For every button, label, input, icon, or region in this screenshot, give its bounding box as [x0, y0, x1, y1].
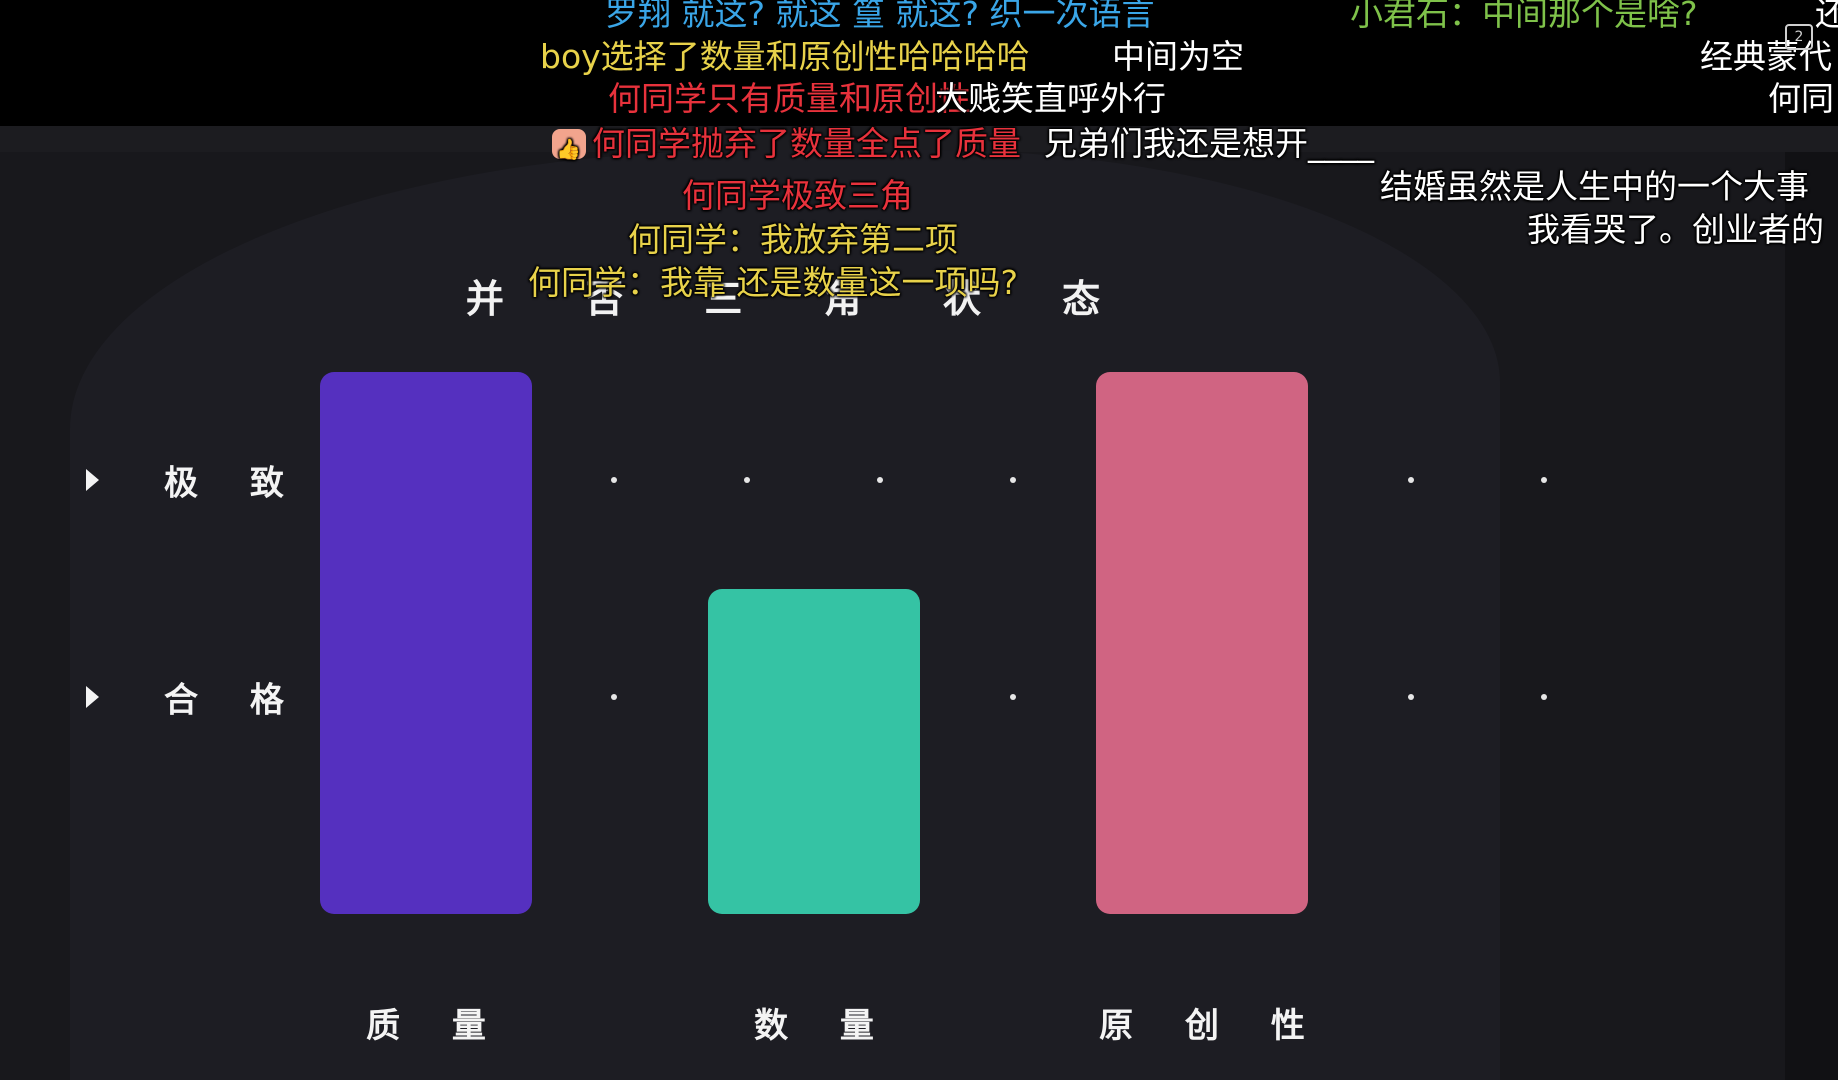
danmaku-comment: 何同学：我靠 还是数量这一项吗? [528, 263, 1018, 303]
grid-dot [611, 477, 617, 484]
danmaku-comment: 何同学：我放弃第二项 [628, 220, 958, 260]
danmaku-comment: 何同学只有质量和原创性 [608, 79, 971, 119]
grid-dot [1408, 694, 1414, 701]
grid-dot [744, 477, 750, 484]
bar-2 [1096, 372, 1308, 914]
danmaku-comment: 经典蒙代 [1700, 37, 1832, 77]
x-tick-label-1: 数 量 [754, 1006, 894, 1046]
grid-dot [1010, 694, 1016, 701]
danmaku-comment: 结婚虽然是人生中的一个大事 [1380, 167, 1809, 207]
danmaku-text: 何同学：我放弃第二项 [628, 220, 958, 259]
bar-0 [320, 372, 532, 914]
danmaku-text: 何同学只有质量和原创性 [608, 79, 971, 118]
danmaku-comment: 还 [1815, 0, 1838, 34]
danmaku-text: 还 [1815, 0, 1838, 33]
danmaku-text: 何同 [1768, 79, 1834, 118]
danmaku-text: 大贱笑直呼外行 [935, 79, 1166, 118]
danmaku-text: 小君石：中间那个是啥? [1350, 0, 1698, 33]
x-tick-label-2: 原 创 性 [1099, 1006, 1325, 1046]
progress-strip [0, 126, 1838, 152]
grid-dot [1408, 477, 1414, 484]
bar-1 [708, 588, 920, 914]
thumbs-up-badge-icon [552, 129, 586, 169]
y-level-marker-1 [86, 469, 99, 492]
x-tick-label-0: 质 量 [366, 1006, 506, 1046]
y-level-marker-0 [86, 686, 99, 709]
danmaku-comment: 兄弟们我还是想开____ [1044, 124, 1374, 164]
grid-dot [611, 694, 617, 701]
danmaku-text: 结婚虽然是人生中的一个大事 [1380, 167, 1809, 206]
grid-dot [1541, 694, 1547, 701]
danmaku-text: 中间为空 [1112, 37, 1244, 76]
danmaku-comment: boy选择了数量和原创性哈哈哈哈 [540, 37, 1030, 77]
danmaku-comment: 我看哭了。创业者的 [1527, 210, 1824, 250]
danmaku-comment: 何同学极致三角 [682, 176, 913, 216]
danmaku-text: 何同学极致三角 [682, 176, 913, 215]
danmaku-comment: 罗翔 就这? 就这 篁 就这? 织一次语言 [605, 0, 1154, 34]
grid-dot [1541, 477, 1547, 484]
danmaku-text: 何同学抛弃了数量全点了质量 [592, 124, 1021, 163]
danmaku-text: 罗翔 就这? 就这 篁 就这? 织一次语言 [605, 0, 1155, 33]
danmaku-settings-icon[interactable]: 2 [1785, 24, 1813, 50]
danmaku-text: 我看哭了。创业者的 [1527, 210, 1824, 249]
right-edge-band [1785, 152, 1838, 1080]
grid-dot [877, 477, 883, 484]
danmaku-text: 何同学：我靠 还是数量这一项吗? [528, 263, 1019, 302]
danmaku-text: 兄弟们我还是想开____ [1044, 124, 1374, 163]
grid-dot [1010, 477, 1016, 484]
danmaku-comment: 何同学抛弃了数量全点了质量 [552, 124, 1021, 169]
top-letterbox [0, 0, 1838, 126]
danmaku-comment: 小君石：中间那个是啥? [1350, 0, 1698, 34]
y-tick-label-1: 极 致 [164, 463, 304, 504]
danmaku-text: 经典蒙代 [1700, 37, 1832, 76]
danmaku-comment: 中间为空 [1112, 37, 1244, 77]
danmaku-comment: 何同 [1768, 79, 1834, 119]
danmaku-text: boy选择了数量和原创性哈哈哈哈 [540, 37, 1030, 76]
y-tick-label-0: 合 格 [164, 680, 304, 721]
chart-title: 并 否 三 角 状 态 [465, 277, 1135, 321]
danmaku-comment: 大贱笑直呼外行 [935, 79, 1166, 119]
